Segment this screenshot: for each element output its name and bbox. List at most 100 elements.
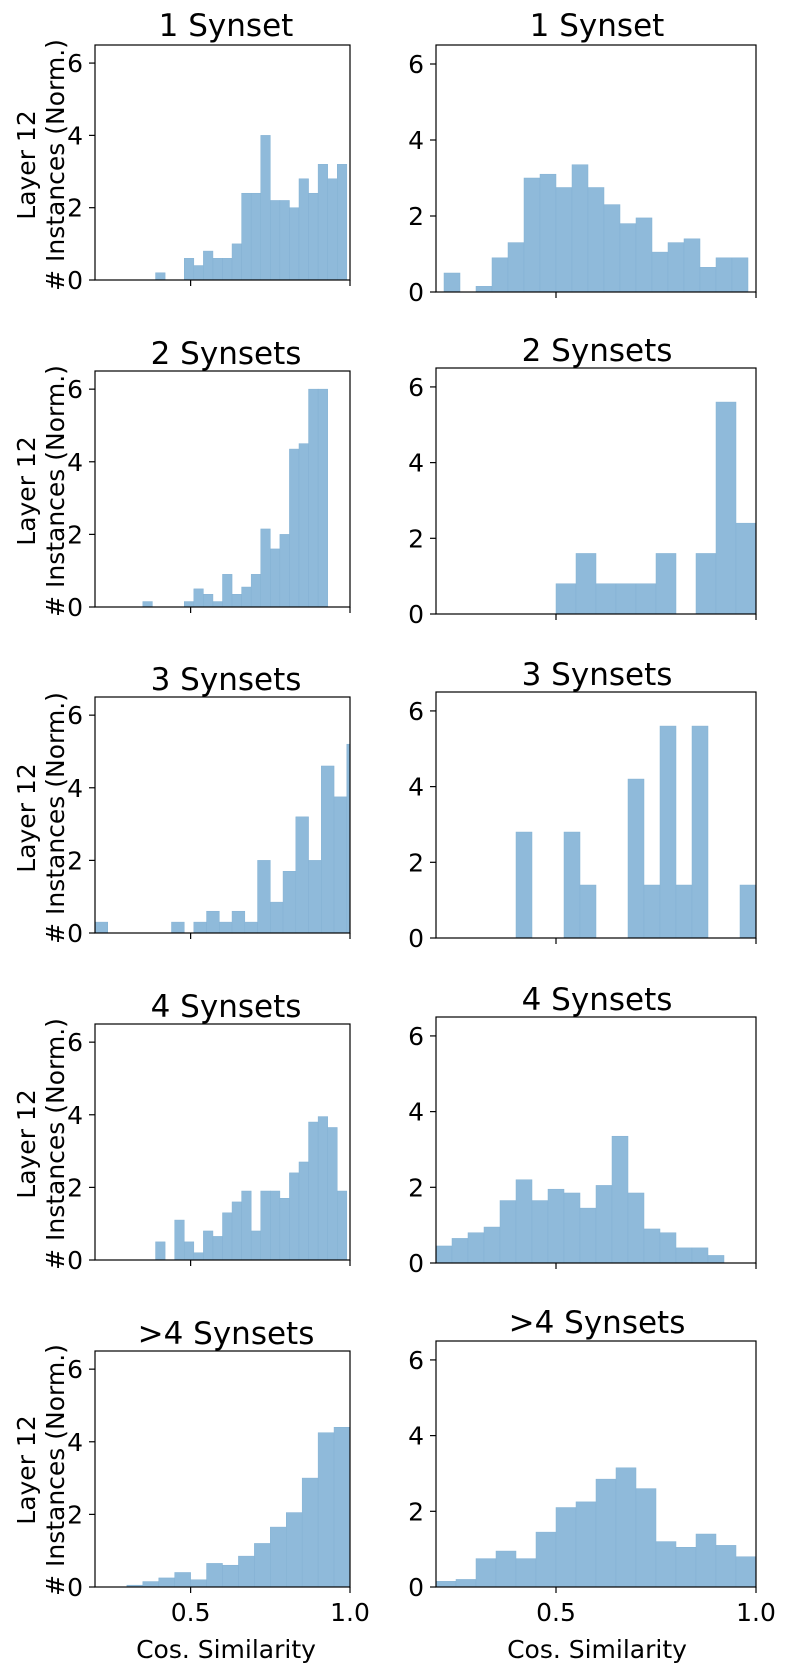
bars (515, 725, 757, 939)
histogram-bar (250, 1230, 262, 1261)
histogram-bar (270, 901, 284, 934)
y-tick-label: 4 (408, 1098, 424, 1127)
histogram-bar (321, 765, 335, 934)
histogram-bar (337, 164, 348, 281)
histogram-bar (579, 884, 597, 939)
histogram-bar (231, 243, 242, 281)
ylabel-line2: # Instances (Norm.) (41, 365, 70, 617)
histogram-bar (222, 1212, 233, 1261)
bars (155, 135, 348, 281)
histogram-bar (515, 1179, 533, 1264)
y-tick-label: 0 (67, 1573, 83, 1602)
histogram-bar (279, 1198, 290, 1261)
histogram-bar (250, 574, 262, 608)
y-tick-label: 4 (67, 121, 83, 150)
histogram-bar (250, 192, 262, 281)
y-tick-label: 0 (408, 1573, 424, 1602)
y-tick-label: 6 (408, 1346, 424, 1375)
y-tick-label: 0 (408, 1249, 424, 1278)
histogram-bar (575, 1501, 597, 1588)
histogram-bar (333, 1427, 351, 1588)
y-tick-label: 6 (67, 375, 83, 404)
histogram-bar (515, 831, 533, 939)
histogram-bar (231, 594, 242, 608)
histogram-bar (715, 1545, 737, 1588)
histogram-bar (212, 1236, 223, 1261)
histogram-bar (289, 207, 300, 281)
y-tick-label: 6 (67, 49, 83, 78)
histogram-bar (193, 588, 204, 608)
ylabel-line1: Layer 12 (12, 1415, 41, 1524)
bars (126, 1427, 351, 1588)
histogram-bar (483, 1226, 501, 1264)
histogram-bar (683, 238, 701, 293)
y-tick-label: 2 (67, 846, 83, 875)
histogram-bar (627, 778, 645, 939)
histogram-bar (435, 1245, 453, 1264)
histogram-bar (627, 1192, 645, 1264)
ylabel-line1: Layer 12 (12, 763, 41, 872)
histogram-bar (555, 583, 577, 615)
histogram-bar (289, 448, 300, 608)
histogram-bar (279, 534, 290, 608)
histogram-bar (231, 910, 246, 934)
histogram-bar (295, 816, 309, 934)
histogram-bar (193, 921, 207, 934)
histogram-bar (571, 164, 589, 293)
histogram-bar (241, 586, 252, 608)
histogram-bar (495, 1550, 517, 1588)
histogram-bar (308, 1121, 319, 1261)
panel-gt4-synsets-right: >4 Synsets Cos. Similarity 0 2 4 6 0.5 1.0 (408, 1305, 776, 1664)
histogram-bar (731, 257, 749, 293)
histogram-bar (667, 242, 685, 293)
histogram-bar (203, 250, 214, 281)
histogram-bar (739, 884, 757, 939)
panel-title: 1 Synset (159, 8, 294, 44)
histogram-bar (308, 192, 319, 281)
y-tick-label: 0 (67, 266, 83, 295)
histogram-bar (171, 921, 185, 934)
histogram-bar (327, 1127, 338, 1261)
x-tick-label: 0.5 (536, 1598, 576, 1627)
panel-2-synsets-right: 2 Synsets 0 2 4 6 (408, 333, 757, 629)
x-axis-label: Cos. Similarity (507, 1635, 687, 1664)
histogram-bar (222, 1564, 239, 1588)
y-tick-label: 6 (408, 373, 424, 402)
axes-frame (435, 691, 757, 939)
panel-title: 2 Synsets (522, 333, 673, 369)
bars (142, 388, 328, 608)
axes-frame (94, 1350, 351, 1588)
histogram-bar (238, 1555, 255, 1588)
histogram-bar (563, 1192, 581, 1264)
histogram-bar (301, 1477, 319, 1588)
histogram-bar (298, 178, 309, 281)
histogram-bar (193, 1252, 204, 1261)
histogram-bar (595, 1185, 613, 1264)
histogram-bar (142, 601, 153, 608)
y-tick-label: 0 (67, 593, 83, 622)
histogram-bar (206, 1563, 223, 1588)
y-tick-label: 2 (67, 1173, 83, 1202)
y-tick-label: 6 (408, 697, 424, 726)
bars (435, 1135, 725, 1264)
x-tick-label: 0.5 (171, 1598, 211, 1627)
histogram-bar (575, 553, 597, 615)
histogram-bar (174, 1219, 185, 1261)
panel-title: 4 Synsets (151, 989, 302, 1025)
histogram-bar (675, 1247, 693, 1264)
y-tick-label: 4 (408, 773, 424, 802)
histogram-bar (158, 1577, 175, 1588)
histogram-bar (491, 257, 509, 293)
histogram-bar (298, 443, 309, 608)
histogram-bar (327, 178, 338, 281)
histogram-bar (142, 1581, 159, 1588)
y-tick-label: 4 (408, 126, 424, 155)
histogram-bar (643, 884, 661, 939)
axes-frame (435, 1016, 757, 1264)
histogram-bar (435, 1581, 457, 1588)
histogram-bar (270, 1526, 287, 1588)
histogram-bar (675, 1547, 697, 1588)
histogram-bar (193, 265, 204, 281)
histogram-bar (555, 187, 573, 293)
histogram-bar (555, 1507, 577, 1588)
